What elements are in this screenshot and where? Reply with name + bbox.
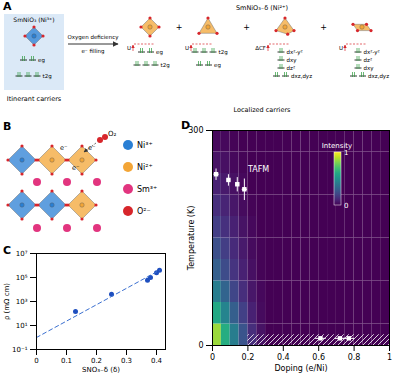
svg-text:Localized carriers: Localized carriers	[234, 106, 292, 114]
svg-text:0.2: 0.2	[242, 353, 255, 362]
svg-text:dxy: dxy	[364, 65, 375, 72]
svg-text:Itinerant carriers: Itinerant carriers	[7, 95, 62, 103]
svg-text:1: 1	[344, 149, 348, 157]
svg-text:dxy: dxy	[287, 57, 298, 64]
svg-text:10⁻¹: 10⁻¹	[12, 346, 28, 354]
svg-text:+: +	[176, 23, 183, 32]
svg-text:eg: eg	[38, 57, 45, 64]
svg-text:A: A	[3, 0, 12, 13]
svg-text:0.3: 0.3	[121, 357, 132, 365]
svg-text:ρ (mΩ cm): ρ (mΩ cm)	[3, 283, 11, 320]
svg-text:Ni³⁺: Ni³⁺	[137, 141, 153, 150]
svg-text:t2g: t2g	[219, 49, 228, 56]
svg-text:e⁻: e⁻	[72, 164, 79, 172]
svg-text:+: +	[320, 23, 327, 32]
svg-text:SNO₃₋δ (δ): SNO₃₋δ (δ)	[82, 366, 120, 374]
svg-text:0: 0	[198, 341, 203, 350]
svg-text:0.6: 0.6	[312, 353, 325, 362]
svg-text:SmNiO₃ (Ni³⁺): SmNiO₃ (Ni³⁺)	[13, 16, 54, 23]
svg-text:e⁻ filling: e⁻ filling	[81, 48, 104, 55]
svg-text:t2g: t2g	[161, 62, 170, 69]
svg-text:0.1: 0.1	[61, 357, 72, 365]
svg-text:e⁻: e⁻	[88, 144, 95, 152]
svg-text:Oxygen deficiency: Oxygen deficiency	[68, 34, 120, 41]
svg-text:U: U	[127, 45, 131, 51]
svg-text:Intensity: Intensity	[322, 142, 352, 150]
svg-text:dz²: dz²	[364, 57, 373, 63]
svg-text:0: 0	[210, 353, 215, 362]
svg-text:e⁻: e⁻	[60, 144, 67, 152]
svg-text:Ni²⁺: Ni²⁺	[137, 163, 153, 172]
svg-text:0.4: 0.4	[151, 357, 163, 365]
svg-text:t2g: t2g	[43, 73, 52, 80]
svg-text:dx²-y²: dx²-y²	[287, 49, 303, 56]
svg-text:300: 300	[188, 126, 203, 135]
svg-text:D: D	[181, 119, 190, 132]
svg-text:TAFM: TAFM	[247, 165, 269, 174]
svg-text:0: 0	[344, 202, 348, 210]
svg-text:1: 1	[387, 353, 392, 362]
svg-text:ΔCF: ΔCF	[255, 45, 266, 51]
svg-text:U: U	[339, 45, 343, 51]
svg-text:dxz,dyz: dxz,dyz	[291, 73, 312, 80]
svg-text:0.2: 0.2	[91, 357, 102, 365]
svg-text:dz²: dz²	[287, 65, 296, 71]
svg-text:0.4: 0.4	[277, 353, 290, 362]
svg-text:eg: eg	[156, 49, 163, 56]
svg-text:U: U	[185, 45, 189, 51]
svg-text:10³: 10³	[16, 298, 28, 306]
svg-text:Sm³⁺: Sm³⁺	[137, 185, 157, 194]
svg-text:Temperature (K): Temperature (K)	[187, 206, 196, 272]
svg-text:10⁵: 10⁵	[16, 274, 28, 282]
svg-text:O₂: O₂	[108, 130, 117, 138]
svg-text:dx²-y²: dx²-y²	[364, 49, 380, 56]
svg-text:10⁷: 10⁷	[16, 250, 28, 258]
svg-text:0: 0	[34, 357, 38, 365]
svg-text:B: B	[3, 120, 11, 133]
svg-text:0.8: 0.8	[348, 353, 361, 362]
svg-text:+: +	[243, 23, 250, 32]
svg-text:C: C	[3, 244, 11, 257]
svg-text:dxz,dyz: dxz,dyz	[368, 73, 389, 80]
svg-text:Doping (e/Ni): Doping (e/Ni)	[274, 364, 327, 373]
svg-text:SmNiO₃₋δ (Ni²⁺): SmNiO₃₋δ (Ni²⁺)	[236, 4, 288, 12]
svg-text:10¹: 10¹	[16, 322, 28, 330]
svg-text:eg: eg	[214, 62, 221, 69]
svg-text:O²⁻: O²⁻	[137, 207, 151, 216]
